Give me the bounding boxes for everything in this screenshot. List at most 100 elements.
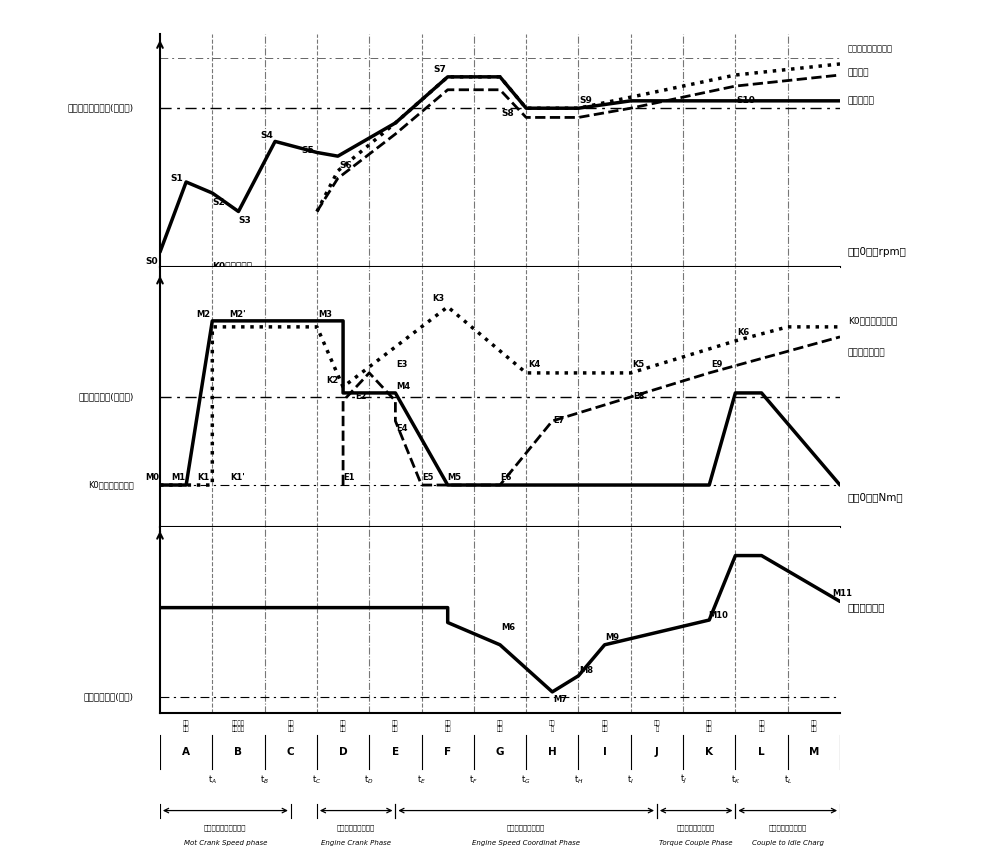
Text: Mot Crank Speed phase: Mot Crank Speed phase (184, 839, 267, 846)
Text: S4: S4 (261, 132, 274, 140)
Text: K: K (705, 747, 713, 757)
Text: 电机反转
停转扭矩: 电机反转 停转扭矩 (232, 720, 245, 732)
Text: S5: S5 (301, 146, 314, 155)
Text: D: D (339, 747, 347, 757)
Text: t$_{K}$: t$_{K}$ (731, 774, 740, 786)
Text: M6: M6 (501, 623, 515, 632)
Text: K0离合器转速: K0离合器转速 (212, 261, 252, 270)
Text: t$_{A}$: t$_{A}$ (208, 774, 217, 786)
Text: F: F (444, 747, 451, 757)
Text: M2: M2 (196, 310, 210, 319)
Text: E4: E4 (396, 424, 407, 433)
Text: M3: M3 (318, 310, 332, 319)
Text: K1': K1' (230, 473, 245, 481)
Text: t$_{F}$: t$_{F}$ (469, 774, 478, 786)
Text: E: E (392, 747, 399, 757)
Text: t$_{G}$: t$_{G}$ (521, 774, 531, 786)
Text: 加速
用矩: 加速 用矩 (392, 720, 399, 732)
Text: t$_{E}$: t$_{E}$ (417, 774, 426, 786)
Text: 发动机扭矩耦合阶段: 发动机扭矩耦合阶段 (677, 824, 715, 831)
Text: J: J (655, 747, 659, 757)
Text: M5: M5 (447, 473, 461, 481)
Text: 起动
点火: 起动 点火 (340, 720, 346, 732)
Text: K1: K1 (197, 473, 209, 481)
Text: 发动机目标扮知: 发动机目标扮知 (848, 349, 885, 357)
Text: t$_{C}$: t$_{C}$ (312, 774, 322, 786)
Text: M0: M0 (145, 473, 159, 481)
Text: S8: S8 (501, 109, 514, 118)
Text: t$_{B}$: t$_{B}$ (260, 774, 269, 786)
Text: S6: S6 (339, 161, 352, 170)
Text: C: C (287, 747, 295, 757)
Text: K0预滑磨接触位置: K0预滑磨接触位置 (88, 480, 134, 490)
Text: t$_{J}$: t$_{J}$ (680, 773, 687, 786)
Text: Torque Couple Phase: Torque Couple Phase (659, 839, 733, 846)
Text: E3: E3 (396, 361, 407, 369)
Text: 电机起动提速拖动阶段: 电机起动提速拖动阶段 (204, 824, 247, 831)
Text: L: L (758, 747, 765, 757)
Text: 目标
扭矩: 目标 扭矩 (811, 720, 817, 732)
Text: E7: E7 (553, 417, 564, 425)
Text: 怨速充电扮知(发动机): 怨速充电扮知(发动机) (78, 393, 134, 401)
Text: M10: M10 (709, 610, 729, 620)
Text: 发动机转速耦合阶段: 发动机转速耦合阶段 (507, 824, 545, 831)
Text: H: H (548, 747, 557, 757)
Text: K4: K4 (528, 361, 540, 369)
Text: S7: S7 (433, 65, 446, 74)
Text: K5: K5 (632, 361, 645, 369)
Text: M7: M7 (553, 695, 567, 703)
Text: A: A (182, 747, 190, 757)
Text: 怨速慢充电定转速(发动机): 怨速慢充电定转速(发动机) (68, 103, 134, 113)
Text: E5: E5 (422, 473, 434, 481)
Text: 扮知0位（Nm）: 扮知0位（Nm） (848, 492, 903, 502)
Text: G: G (496, 747, 504, 757)
Text: E2: E2 (356, 393, 367, 401)
Text: 扭矩
耦合: 扭矩 耦合 (706, 720, 712, 732)
Text: K3: K3 (432, 294, 444, 303)
Text: 电机目标扮知: 电机目标扮知 (848, 603, 885, 613)
Text: M1: M1 (171, 473, 185, 481)
Text: S2: S2 (212, 198, 225, 207)
Text: 电机
减速: 电机 减速 (601, 720, 608, 732)
Text: t$_{I}$: t$_{I}$ (627, 774, 634, 786)
Text: K6: K6 (737, 328, 749, 338)
Text: M: M (809, 747, 819, 757)
Text: E8: E8 (633, 393, 644, 401)
Text: S0: S0 (146, 257, 158, 266)
Text: S10: S10 (736, 96, 755, 105)
Text: M2': M2' (229, 310, 246, 319)
Text: t$_{D}$: t$_{D}$ (364, 774, 374, 786)
Text: 发动机转速: 发动机转速 (848, 96, 875, 105)
Text: 怨速充电扮知(电机): 怨速充电扮知(电机) (84, 692, 134, 702)
Text: K0离合器能力扮知: K0离合器能力扮知 (848, 316, 897, 325)
Text: 耦合至怠速充电阶段: 耦合至怠速充电阶段 (769, 824, 807, 831)
Text: 扭矩
放: 扭矩 放 (654, 720, 660, 732)
Text: 电机转速: 电机转速 (848, 69, 869, 77)
Text: B: B (234, 747, 242, 757)
Text: Engine Speed Coordinat Phase: Engine Speed Coordinat Phase (472, 839, 580, 846)
Text: M11: M11 (833, 590, 853, 598)
Text: 扭矩
制: 扭矩 制 (549, 720, 556, 732)
Text: E1: E1 (344, 473, 355, 481)
Text: 转速0位（rpm）: 转速0位（rpm） (848, 247, 907, 257)
Text: 系统
准备: 系统 准备 (183, 720, 189, 732)
Text: 电机
提速: 电机 提速 (288, 720, 294, 732)
Text: S9: S9 (580, 96, 593, 105)
Text: 速提
用矩: 速提 用矩 (444, 720, 451, 732)
Text: M9: M9 (605, 633, 619, 641)
Text: t$_{H}$: t$_{H}$ (574, 774, 583, 786)
Text: E6: E6 (501, 473, 512, 481)
Text: （高怨速充电转速）: （高怨速充电转速） (848, 45, 893, 53)
Text: Couple to Idle Charg: Couple to Idle Charg (752, 839, 824, 846)
Text: t$_{L}$: t$_{L}$ (784, 774, 792, 786)
Text: 快速
降扭: 快速 降扭 (497, 720, 503, 732)
Text: 调节
充电: 调节 充电 (758, 720, 765, 732)
Text: M4: M4 (396, 382, 410, 392)
Text: K2: K2 (326, 376, 339, 386)
Text: E9: E9 (711, 361, 723, 369)
Text: Engine Crank Phase: Engine Crank Phase (321, 839, 391, 846)
Text: S1: S1 (170, 174, 183, 183)
Text: I: I (603, 747, 607, 757)
Text: 发动机点火加速阶段: 发动机点火加速阶段 (337, 824, 375, 831)
Text: S3: S3 (238, 216, 251, 226)
